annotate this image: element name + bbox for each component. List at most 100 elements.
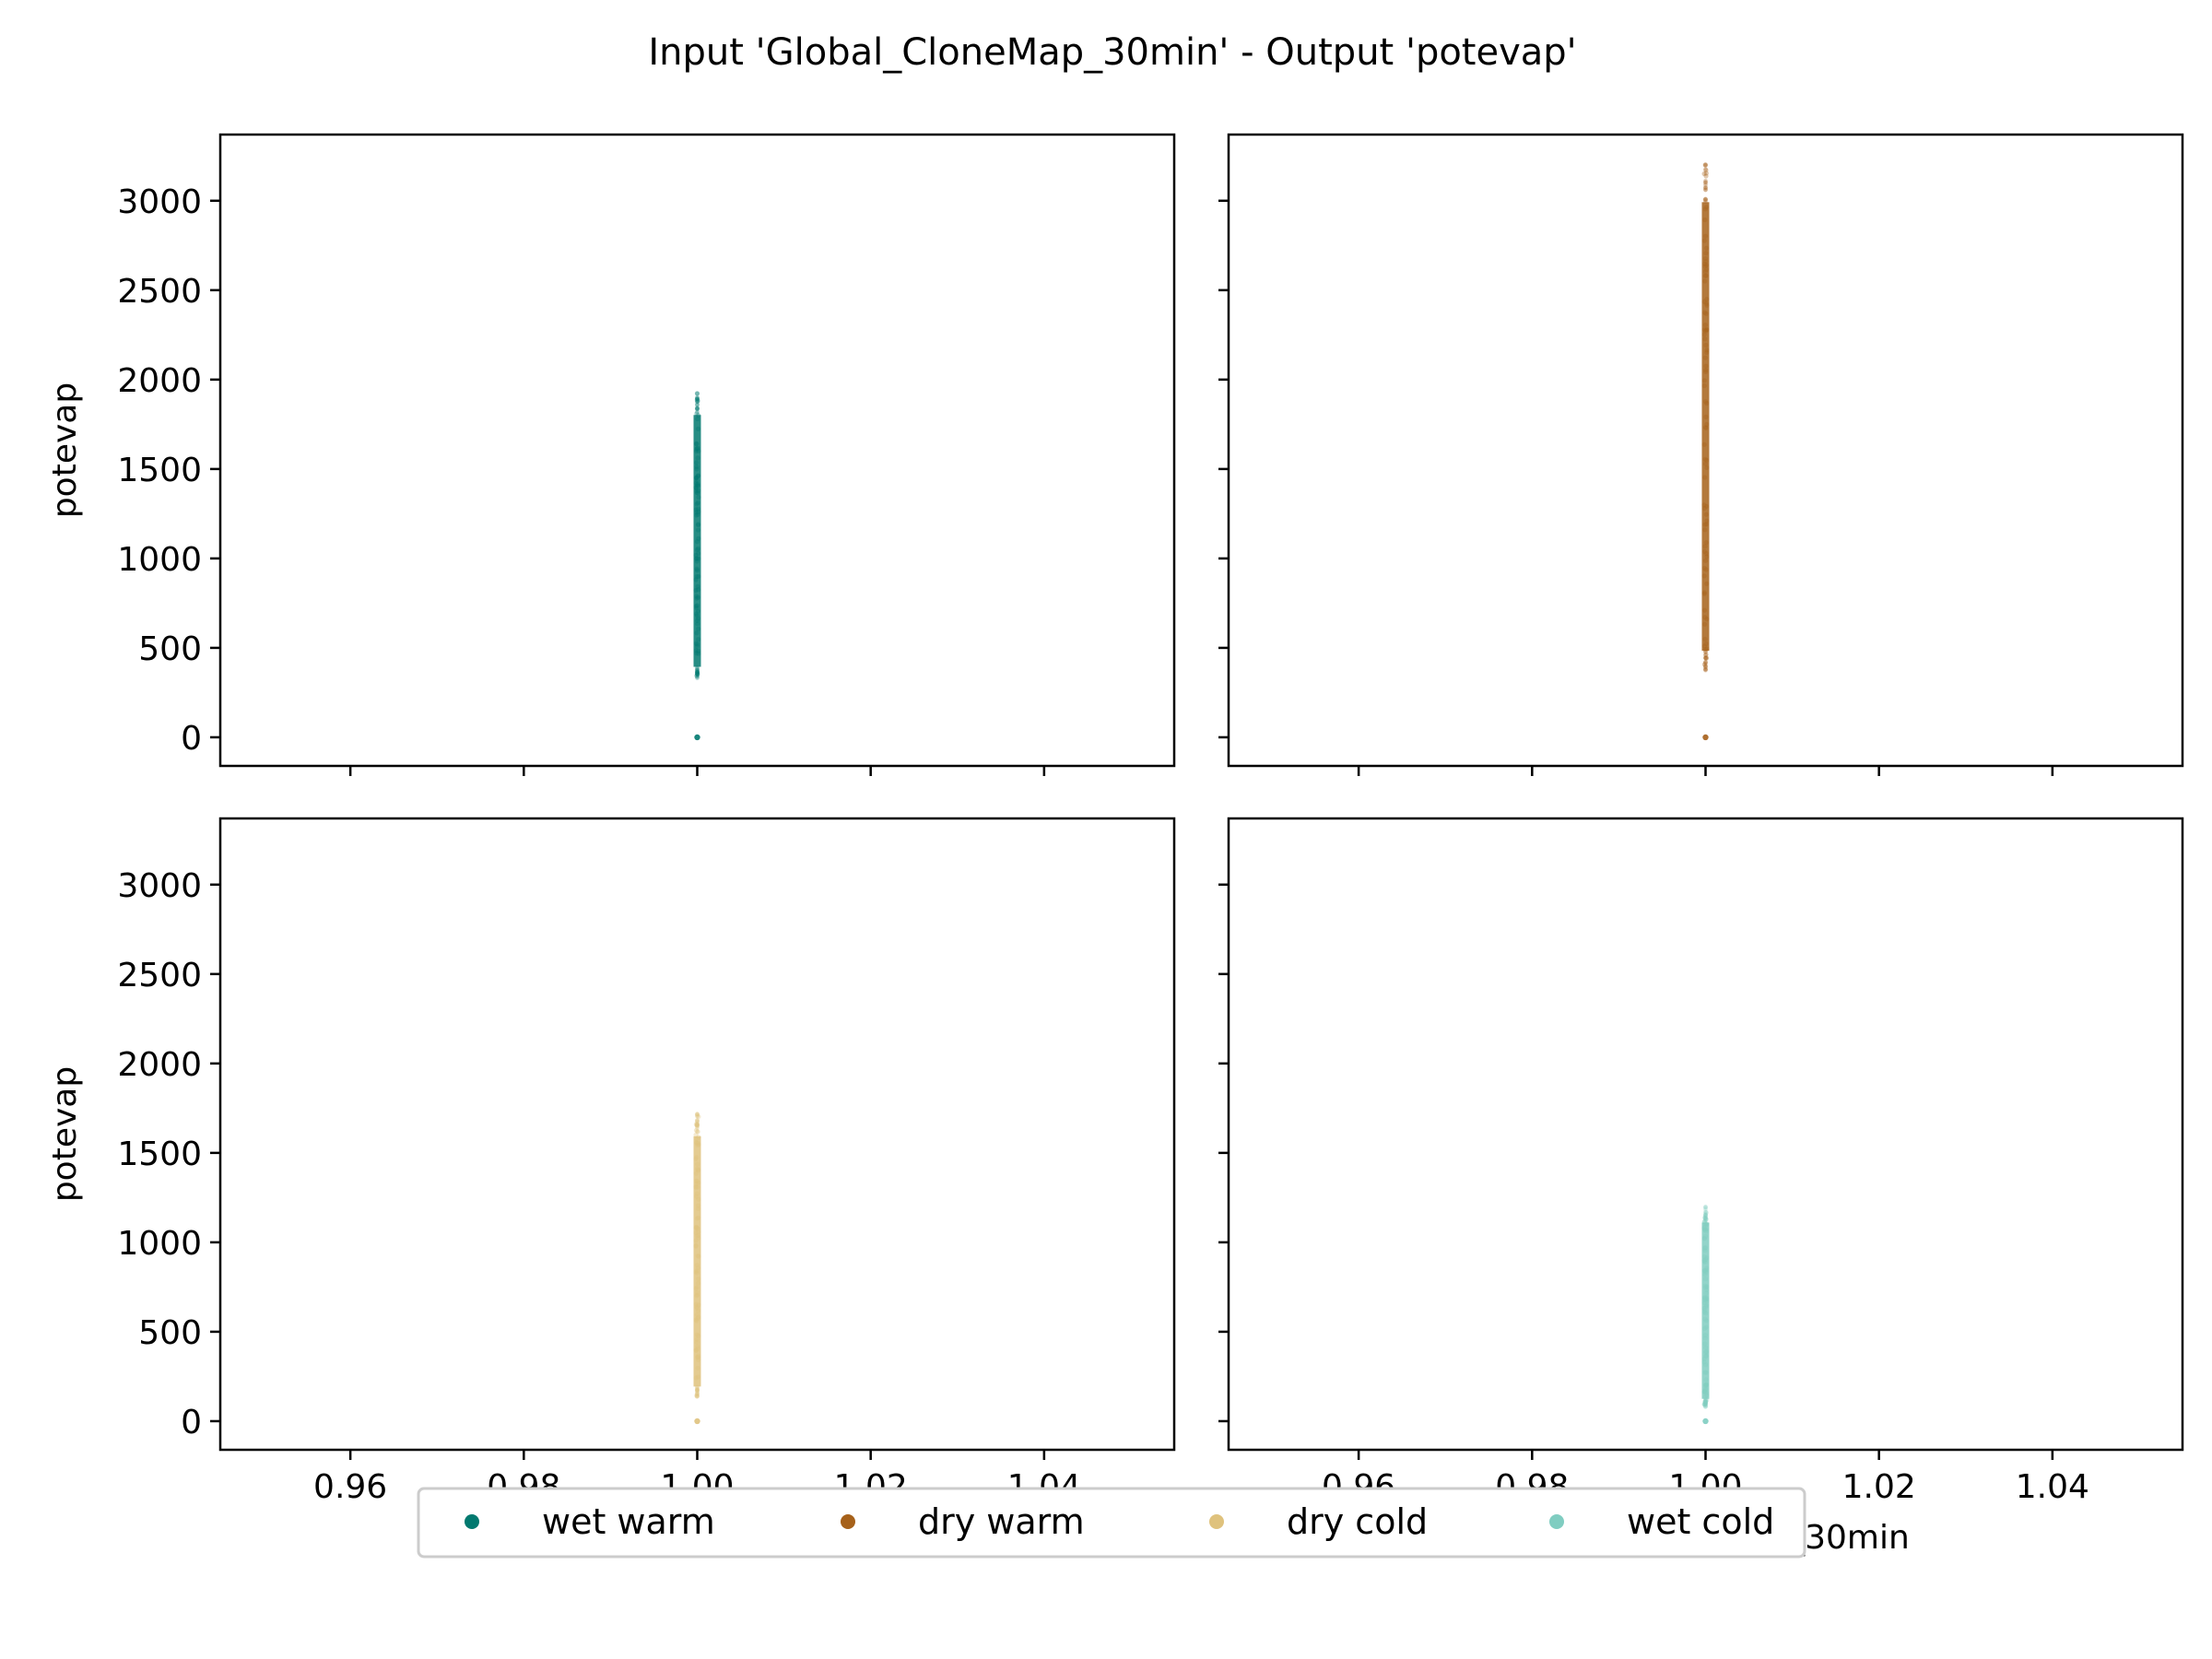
data-point xyxy=(695,406,700,411)
data-point xyxy=(1703,1403,1708,1408)
data-point xyxy=(1703,251,1709,256)
data-point xyxy=(696,1113,701,1120)
data-point xyxy=(695,1168,701,1173)
data-point xyxy=(694,445,700,452)
data-point xyxy=(695,1374,700,1380)
data-point xyxy=(1703,655,1708,661)
data-point xyxy=(695,1124,700,1128)
data-point xyxy=(1703,1295,1709,1300)
data-point xyxy=(1702,1285,1709,1290)
data-point xyxy=(695,1394,700,1399)
data-point xyxy=(695,1386,700,1392)
data-point xyxy=(695,587,701,593)
data-point xyxy=(1703,300,1710,306)
legend-label: wet cold xyxy=(1627,1501,1774,1542)
data-point xyxy=(1703,1398,1708,1404)
data-point xyxy=(1703,1382,1709,1387)
y-tick-label: 2000 xyxy=(117,1046,202,1084)
point-band xyxy=(1701,202,1710,652)
data-point xyxy=(1703,180,1708,185)
data-point xyxy=(695,669,700,675)
data-point xyxy=(696,550,701,557)
data-point xyxy=(693,577,699,582)
data-point xyxy=(696,448,701,453)
data-point xyxy=(695,1112,700,1117)
data-point xyxy=(695,416,700,422)
data-point xyxy=(693,1132,699,1137)
data-point xyxy=(1703,664,1708,669)
data-point xyxy=(694,446,700,453)
data-point xyxy=(1701,1325,1708,1332)
data-point xyxy=(694,411,700,417)
data-point xyxy=(1702,734,1709,741)
data-point xyxy=(1703,199,1708,205)
data-point xyxy=(694,483,700,488)
data-point xyxy=(695,1265,700,1271)
data-point xyxy=(694,595,700,601)
data-point xyxy=(695,522,701,528)
data-point xyxy=(695,641,700,647)
data-point xyxy=(695,1226,700,1231)
data-point xyxy=(695,671,700,676)
data-point xyxy=(694,441,700,447)
y-tick-label: 0 xyxy=(181,720,202,758)
data-point xyxy=(1701,643,1708,649)
data-point xyxy=(1702,1227,1708,1232)
data-point xyxy=(1703,162,1708,167)
data-point xyxy=(1703,1209,1708,1215)
data-point xyxy=(1703,667,1708,673)
data-point xyxy=(694,1393,700,1398)
data-point xyxy=(695,506,701,512)
data-point xyxy=(1704,1299,1710,1304)
data-point xyxy=(696,556,701,561)
data-point xyxy=(1703,512,1709,517)
data-point xyxy=(1703,1401,1708,1406)
data-point xyxy=(1703,1205,1708,1209)
data-point xyxy=(695,490,700,496)
data-point xyxy=(695,481,700,487)
data-point xyxy=(1702,1283,1708,1288)
data-point xyxy=(694,559,700,564)
data-point xyxy=(1703,1229,1709,1234)
data-point xyxy=(695,409,700,415)
data-point xyxy=(695,1390,700,1395)
data-point xyxy=(696,1235,701,1241)
data-point xyxy=(1703,1267,1709,1273)
data-point xyxy=(694,734,700,741)
panel-bottom-left: 0500100015002000250030000.960.981.001.02… xyxy=(46,817,1176,1557)
data-point xyxy=(693,1238,699,1243)
data-point xyxy=(696,626,701,631)
data-point xyxy=(1702,233,1709,239)
data-point xyxy=(695,396,700,402)
data-point xyxy=(695,1125,700,1131)
data-point xyxy=(695,670,700,675)
data-point xyxy=(693,1224,700,1230)
data-point xyxy=(694,1194,700,1199)
data-point xyxy=(1703,363,1709,369)
data-point xyxy=(1701,1356,1707,1362)
data-point xyxy=(1701,1401,1707,1406)
data-point xyxy=(1701,662,1708,667)
data-point xyxy=(695,473,701,478)
data-point xyxy=(695,668,700,674)
data-point xyxy=(694,1312,700,1318)
data-point xyxy=(695,616,700,621)
data-point xyxy=(1703,187,1708,192)
data-point xyxy=(1703,522,1710,527)
data-point xyxy=(694,673,700,678)
data-point xyxy=(695,583,700,589)
x-tick-label: 1.04 xyxy=(2016,1468,2089,1506)
data-point xyxy=(696,1142,701,1147)
y-tick-label: 1000 xyxy=(117,1225,202,1263)
data-point xyxy=(694,1140,700,1146)
data-point xyxy=(694,1123,700,1128)
data-point xyxy=(1704,1221,1710,1228)
data-point xyxy=(695,1346,700,1351)
data-point xyxy=(1703,1324,1709,1330)
data-point xyxy=(1702,261,1708,266)
data-point xyxy=(695,394,700,400)
data-point xyxy=(1703,641,1709,647)
data-point xyxy=(1703,1402,1708,1407)
data-point xyxy=(1703,1370,1709,1375)
data-point xyxy=(1704,400,1710,406)
